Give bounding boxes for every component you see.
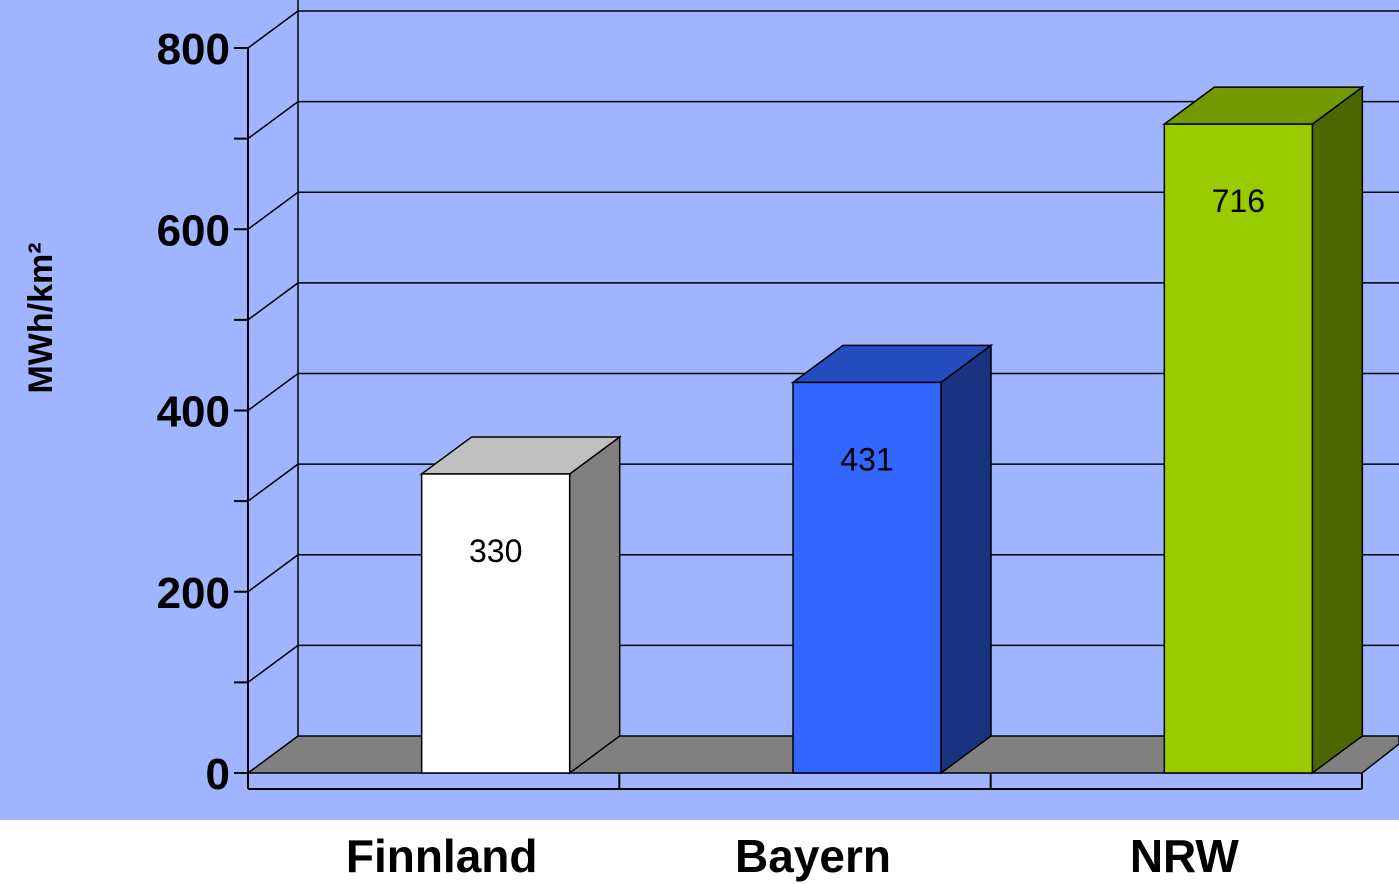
gridline-diagonal: [247, 101, 299, 140]
gridline-diagonal: [247, 554, 299, 593]
label-layer: 0 200 400 600 800 330 Finnland 431 Bayern 716 NRW: [157, 25, 1265, 882]
gridline-diagonal: [247, 191, 299, 230]
bar-front: [420, 473, 571, 774]
data-label: 330: [469, 533, 522, 569]
y-tick-label: 0: [206, 750, 230, 799]
data-label: 716: [1212, 183, 1265, 219]
data-label: 431: [840, 441, 893, 477]
bar: [419, 435, 622, 775]
bottom-band: [0, 820, 1399, 884]
bar: [1162, 85, 1365, 775]
y-tick-label: 800: [157, 25, 230, 74]
gridline-diagonal: [247, 644, 299, 683]
bar-side: [1311, 85, 1364, 775]
bar-front: [792, 381, 942, 774]
axis-layer: [234, 47, 1363, 790]
gridline-diagonal: [247, 463, 299, 502]
gridline-diagonal: [247, 282, 299, 321]
bars-layer: [419, 85, 1365, 775]
category-label: NRW: [1130, 830, 1240, 882]
y-tick-label: 200: [157, 569, 230, 618]
bar: [790, 343, 994, 775]
gridline-diagonal: [247, 10, 299, 49]
bar-side: [568, 435, 621, 775]
category-label: Finnland: [346, 830, 538, 882]
bar-front: [1163, 123, 1314, 774]
bar-side: [940, 343, 992, 775]
y-axis-label: MWh/km²: [22, 242, 60, 393]
gridline-diagonal: [247, 372, 299, 412]
category-label: Bayern: [735, 830, 891, 882]
y-tick-label: 600: [157, 206, 230, 255]
y-tick-label: 400: [157, 388, 230, 437]
